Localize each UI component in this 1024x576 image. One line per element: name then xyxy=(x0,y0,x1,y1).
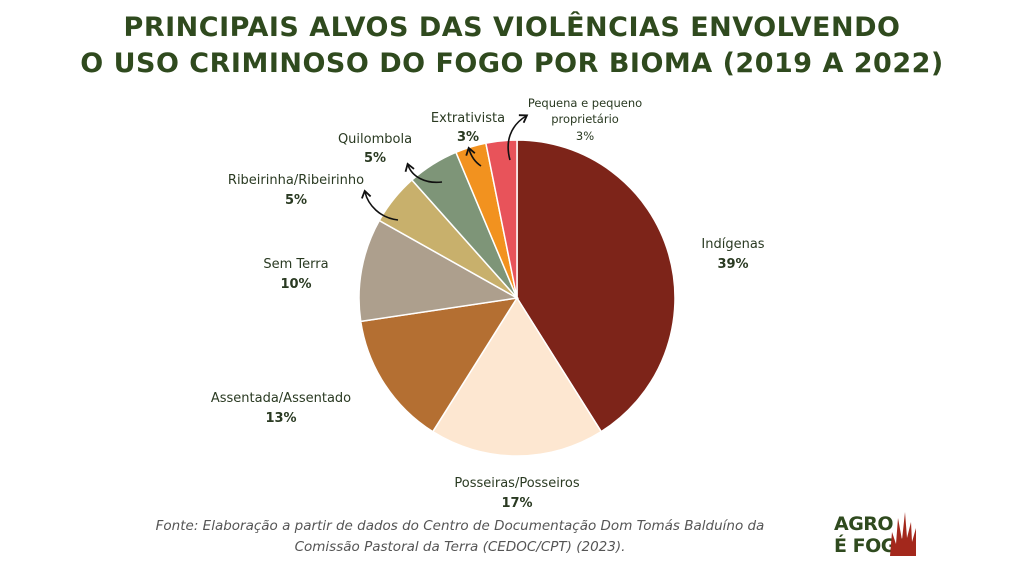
label-semterra-value: 10% xyxy=(280,277,311,292)
pie-slice-0 xyxy=(516,139,676,433)
chart-title-line2: O USO CRIMINOSO DO FOGO POR BIOMA (2019 … xyxy=(80,48,944,79)
arrow-quilombola xyxy=(404,162,443,184)
agro-e-fogo-logo: AGRO É FOGO xyxy=(830,510,922,562)
label-proprietario-name-line2: proprietário xyxy=(551,112,619,126)
label-proprietario-value: 3% xyxy=(576,129,594,143)
arrow-proprietario xyxy=(507,114,529,161)
label-posseiros-name: Posseiras/Posseiros xyxy=(454,476,579,491)
chart-title: PRINCIPAIS ALVOS DAS VIOLÊNCIAS ENVOLVEN… xyxy=(0,10,1024,82)
label-indigenas-name: Indígenas xyxy=(701,237,764,252)
pie-slices xyxy=(358,139,676,457)
arrow-extrativista xyxy=(465,146,482,167)
label-quilombola-value: 5% xyxy=(364,151,386,166)
label-assentada-name: Assentada/Assentado xyxy=(211,391,351,406)
pie-slice-2 xyxy=(359,297,519,433)
slice-labels: Indígenas 39% Posseiras/Posseiros 17% As… xyxy=(211,96,765,511)
pie-slice-3 xyxy=(358,219,520,323)
label-quilombola-name: Quilombola xyxy=(338,132,412,147)
label-indigenas-value: 39% xyxy=(717,257,748,272)
label-assentada-value: 13% xyxy=(265,411,296,426)
arrow-ribeirinha xyxy=(361,189,399,221)
source-line1: Fonte: Elaboração a partir de dados do C… xyxy=(155,518,765,534)
source-note: Fonte: Elaboração a partir de dados do C… xyxy=(100,516,820,558)
label-posseiros-value: 17% xyxy=(501,496,532,511)
logo-line1: AGRO xyxy=(834,513,894,535)
source-line2: Comissão Pastoral da Terra (CEDOC/CPT) (… xyxy=(294,539,626,555)
pie-slice-7 xyxy=(484,139,518,299)
chart-title-line1: PRINCIPAIS ALVOS DAS VIOLÊNCIAS ENVOLVEN… xyxy=(123,12,901,43)
callout-arrows xyxy=(361,114,529,221)
label-extrativista-value: 3% xyxy=(457,130,479,145)
label-proprietario-name-line1: Pequena e pequeno xyxy=(528,96,642,110)
label-extrativista-name: Extrativista xyxy=(431,111,505,126)
label-semterra-name: Sem Terra xyxy=(263,257,328,272)
label-ribeirinha-name: Ribeirinha/Ribeirinho xyxy=(228,173,364,188)
label-ribeirinha-value: 5% xyxy=(285,193,307,208)
flame-icon xyxy=(890,512,916,556)
pie-slice-1 xyxy=(431,296,603,457)
